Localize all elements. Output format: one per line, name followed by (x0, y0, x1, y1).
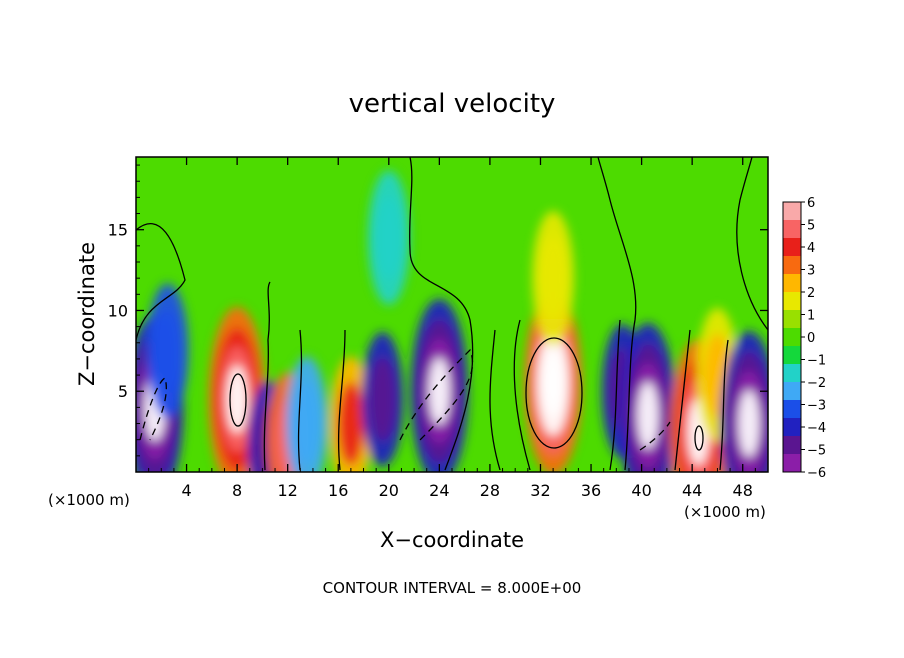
x-unit-left: (×1000 m) (48, 491, 130, 509)
contour-core (694, 425, 704, 451)
x-tick-label: 20 (379, 481, 399, 500)
field-cell (337, 381, 364, 466)
colorbar-swatch (783, 382, 801, 401)
field-cell (375, 195, 402, 280)
x-axis-label: X−coordinate (380, 528, 524, 552)
contour-line (136, 223, 186, 341)
colorbar-swatch (783, 292, 801, 311)
plot-area (136, 157, 768, 472)
x-tick-label: 28 (480, 481, 500, 500)
colorbar-swatch (783, 400, 801, 419)
colorbar-swatch (783, 310, 801, 329)
field-cell (154, 308, 181, 393)
contour-line (337, 329, 346, 471)
contour-dashed (639, 421, 671, 451)
colorbar-label: 5 (807, 219, 815, 234)
colorbar-label: 2 (807, 286, 815, 301)
contour-dashed (139, 377, 167, 441)
colorbar-label: 4 (807, 241, 815, 256)
field-cell (293, 381, 320, 466)
y-tick-label: 15 (108, 221, 128, 240)
x-tick-label: 48 (733, 481, 753, 500)
x-tick-label: 12 (278, 481, 298, 500)
colorbar-swatch (783, 328, 801, 347)
colorbar-swatch (783, 436, 801, 455)
contour-line (597, 157, 637, 471)
field-cell (738, 389, 760, 458)
y-tick-label: 5 (118, 382, 128, 401)
contour-line (408, 157, 474, 471)
colorbar-label: −1 (807, 354, 826, 369)
contour-line (609, 319, 621, 471)
contour-line (263, 281, 271, 471)
field-cell (540, 236, 567, 321)
colorbar-label: −6 (807, 466, 826, 481)
velocity-field (136, 170, 768, 472)
contour-lines (136, 157, 768, 471)
contour-interval-note: CONTOUR INTERVAL = 8.000E+00 (323, 579, 582, 597)
field-cell (428, 357, 450, 425)
colorbar-label: −4 (807, 421, 826, 436)
field-cell (637, 381, 659, 450)
colorbar-label: 1 (807, 309, 815, 324)
colorbar: 6 5 4 3 2 1 0 −1 −2 −3 −4 −5 −6 (782, 196, 826, 481)
x-tick-label: 44 (682, 481, 702, 500)
field-cell (542, 349, 564, 417)
contour-core (525, 337, 583, 449)
colorbar-swatch (783, 274, 801, 293)
colorbar-swatch (783, 454, 801, 473)
x-tick-label: 24 (429, 481, 449, 500)
contour-line (513, 319, 531, 471)
x-axis: 4 8 12 16 20 24 28 32 36 40 44 48 (148, 157, 756, 500)
colorbar-swatch (783, 364, 801, 383)
contour-line (297, 329, 303, 471)
field-cell (369, 357, 396, 442)
contour-line (736, 157, 768, 331)
colorbar-label: 6 (807, 196, 815, 211)
chart-title: vertical velocity (349, 89, 556, 119)
colorbar-swatch (783, 202, 801, 221)
y-axis-label: Z−coordinate (75, 242, 99, 386)
y-axis: 5 10 15 (108, 164, 768, 457)
colorbar-swatch (783, 418, 801, 437)
colorbar-label: −3 (807, 399, 826, 414)
colorbar-label: 0 (807, 331, 815, 346)
x-tick-label: 32 (530, 481, 550, 500)
contour-line (489, 329, 501, 471)
contour-line (674, 329, 691, 471)
colorbar-label: −5 (807, 444, 826, 459)
x-tick-label: 36 (581, 481, 601, 500)
contour-dashed (399, 348, 474, 441)
colorbar-swatch (783, 346, 801, 365)
colorbar-swatch (783, 238, 801, 257)
colorbar-label: 3 (807, 264, 815, 279)
x-tick-label: 16 (328, 481, 348, 500)
colorbar-swatch (783, 220, 801, 239)
x-tick-label: 4 (181, 481, 191, 500)
contour-core (229, 373, 247, 427)
x-unit-right: (×1000 m) (684, 503, 766, 521)
colorbar-swatch (783, 256, 801, 275)
colorbar-label: −2 (807, 376, 826, 391)
x-tick-label: 40 (631, 481, 651, 500)
x-tick-label: 8 (232, 481, 242, 500)
contour-line (719, 339, 729, 471)
y-tick-label: 10 (108, 301, 128, 320)
